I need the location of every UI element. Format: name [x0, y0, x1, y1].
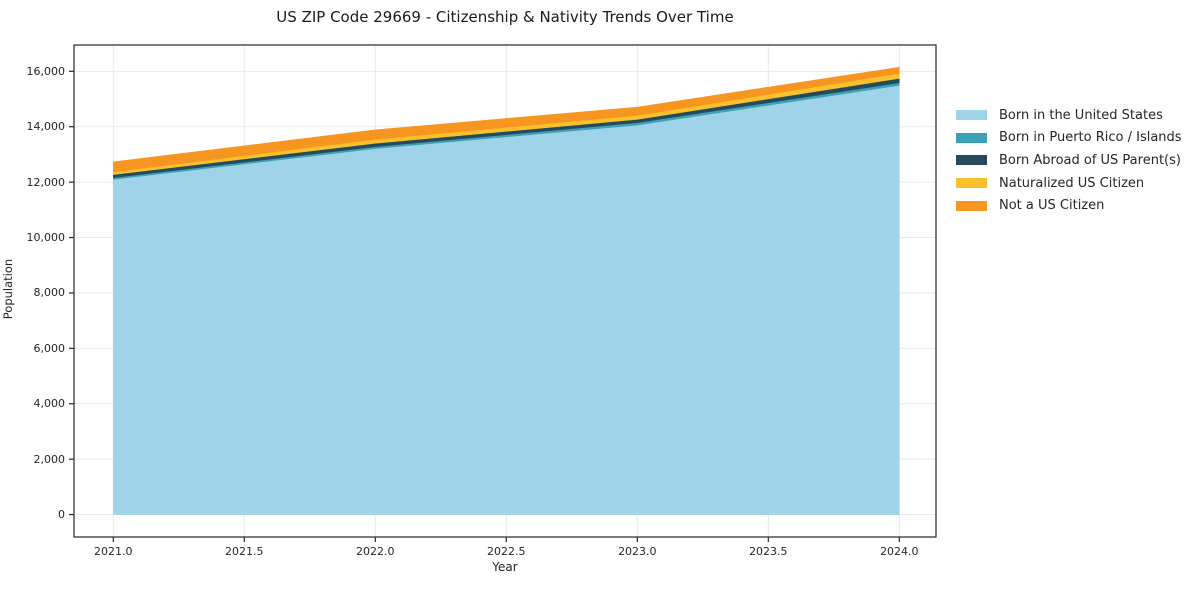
legend-item-born-abroad: Born Abroad of US Parent(s) — [956, 149, 1182, 172]
legend-swatch-not-citizen — [956, 200, 987, 211]
legend-swatch-born-abroad — [956, 155, 987, 166]
legend-label: Born in the United States — [999, 107, 1163, 123]
chart-title: US ZIP Code 29669 - Citizenship & Nativi… — [276, 8, 734, 26]
legend-label: Naturalized US Citizen — [999, 175, 1145, 191]
legend-item-born-us: Born in the United States — [956, 104, 1182, 127]
area-4 — [113, 66, 900, 173]
legend-label: Born Abroad of US Parent(s) — [999, 152, 1181, 168]
axis-frame — [73, 44, 937, 538]
legend-item-puerto-rico: Born in Puerto Rico / Islands — [956, 127, 1182, 150]
tick-marks — [69, 70, 900, 542]
legend: Born in the United States Born in Puerto… — [956, 104, 1182, 217]
x-axis-label: Year — [492, 560, 518, 574]
legend-item-not-citizen: Not a US Citizen — [956, 194, 1182, 217]
area-series — [113, 66, 900, 515]
legend-swatch-born-us — [956, 110, 987, 121]
legend-swatch-puerto-rico — [956, 132, 987, 143]
legend-swatch-naturalized — [956, 178, 987, 189]
legend-item-naturalized: Naturalized US Citizen — [956, 172, 1182, 195]
legend-label: Born in Puerto Rico / Islands — [999, 130, 1182, 146]
legend-label: Not a US Citizen — [999, 198, 1105, 214]
